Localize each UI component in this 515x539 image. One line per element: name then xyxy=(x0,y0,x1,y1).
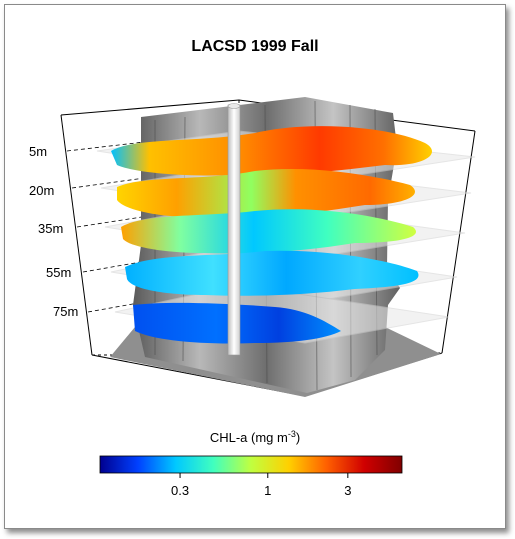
colorbar-tick-label: 1 xyxy=(264,483,271,498)
chl-layer-5m xyxy=(111,126,432,176)
depth-label: 55m xyxy=(46,265,71,280)
colorbar-tick-label: 3 xyxy=(344,483,351,498)
chl-layer-35m xyxy=(121,209,416,254)
chart-3d-plot: LACSD 1999 Fall xyxy=(29,38,476,498)
colorbar-label: CHL-a (mg m-3) xyxy=(210,429,300,445)
depth-labels: 5m 20m 35m 55m 75m xyxy=(29,144,78,319)
chl-layer-20m xyxy=(117,168,415,218)
depth-label: 75m xyxy=(53,304,78,319)
depth-label: 35m xyxy=(38,221,63,236)
depth-label: 20m xyxy=(29,183,54,198)
chart-title: LACSD 1999 Fall xyxy=(191,38,318,55)
depth-label: 5m xyxy=(29,144,47,159)
colorbar xyxy=(99,455,403,474)
colorbar-tick-label: 0.3 xyxy=(171,483,189,498)
colorbar-ticks: 0.3 1 3 xyxy=(171,473,351,498)
figure-frame: LACSD 1999 Fall xyxy=(4,4,506,529)
chl-layer-55m xyxy=(125,250,419,296)
mooring-pole xyxy=(227,104,241,356)
